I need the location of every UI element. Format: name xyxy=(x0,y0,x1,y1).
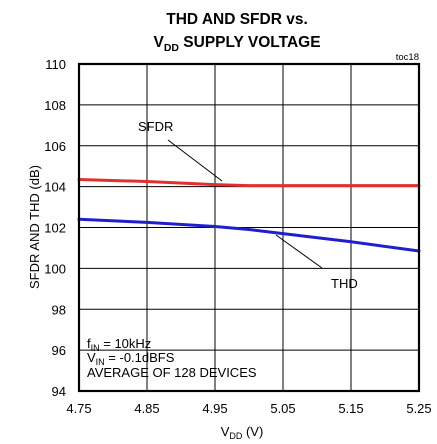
y-tick-label: 96 xyxy=(52,343,66,358)
sfdr-label: SFDR xyxy=(138,119,173,134)
tick-layer: 4.75 4.85 4.95 5.05 5.15 5.25 94 96 98 100 102 104 1… xyxy=(44,57,431,416)
y-tick-label: 98 xyxy=(52,302,66,317)
plot-frame xyxy=(77,62,421,393)
y-tick-label: 94 xyxy=(52,384,66,399)
y-tick-label: 110 xyxy=(45,57,66,72)
y-tick-label: 104 xyxy=(44,180,66,195)
sfdr-leader-line xyxy=(167,139,223,182)
x-tick-label: 5.25 xyxy=(406,401,431,416)
series-layer xyxy=(77,178,421,253)
y-tick-label: 102 xyxy=(44,221,66,236)
y-tick-label: 106 xyxy=(44,139,66,154)
series-line-thd xyxy=(77,217,421,253)
thd-leader-line xyxy=(275,234,323,269)
condition-fin: fIN = 10kHz xyxy=(87,336,151,353)
chart-title-line1: THD AND SFDR vs. xyxy=(166,11,308,28)
figure-id: toc18 xyxy=(396,52,419,63)
x-axis-label: VDD (V) xyxy=(221,424,264,441)
condition-average: AVERAGE OF 128 DEVICES xyxy=(87,365,257,380)
thd-label: THD xyxy=(331,276,358,291)
condition-vin: VIN = -0.1dBFS xyxy=(87,350,175,367)
x-tick-label: 4.85 xyxy=(134,401,159,416)
x-tick-label: 5.15 xyxy=(338,401,363,416)
x-tick-label: 4.75 xyxy=(66,401,91,416)
chart-title-line2: VDD SUPPLY VOLTAGE xyxy=(153,34,320,54)
y-axis-label: SFDR AND THD (dB) xyxy=(27,165,42,289)
x-tick-label: 4.95 xyxy=(202,401,227,416)
series-line-sfdr xyxy=(77,178,421,188)
x-tick-label: 5.05 xyxy=(270,401,295,416)
y-tick-label: 108 xyxy=(44,98,66,113)
y-tick-label: 100 xyxy=(44,261,66,276)
